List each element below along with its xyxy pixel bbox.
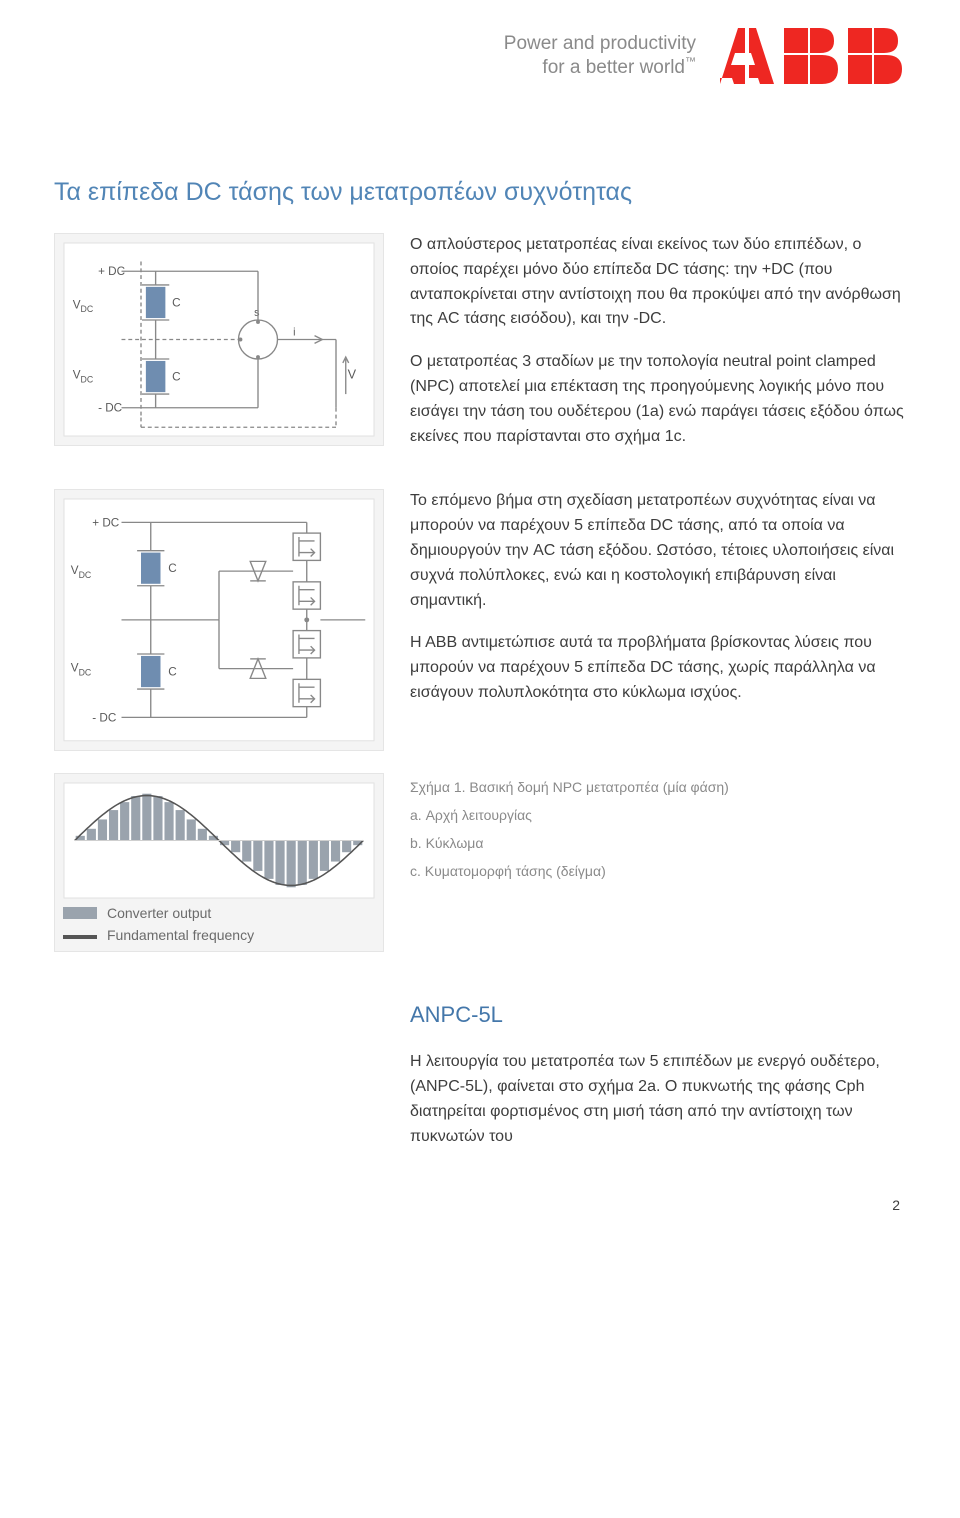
- svg-text:- DC: - DC: [98, 402, 122, 415]
- tagline-tm: ™: [685, 56, 696, 68]
- text-col-2: Το επόμενο βήμα στη σχεδίαση μετατροπέων…: [410, 489, 906, 723]
- caption-title: Σχήμα 1. Βασική δομή NPC μετατροπέα (μία…: [410, 773, 906, 801]
- legend-converter: Converter output: [63, 905, 375, 921]
- svg-text:V: V: [71, 564, 79, 577]
- page-number: 2: [892, 1197, 900, 1213]
- abb-logo: [716, 24, 906, 88]
- block-2: + DC- DCVDCVDCCC Το επόμενο βήμα στη σχε…: [54, 489, 906, 751]
- block-3: Converter output Fundamental frequency Σ…: [54, 773, 906, 952]
- para-1: Ο απλούστερος μετατροπέας είναι εκείνος …: [410, 233, 906, 332]
- para-3: Το επόμενο βήμα στη σχεδίαση μετατροπέων…: [410, 489, 906, 613]
- legend-swatch-converter: [63, 907, 97, 919]
- caption-a: a. Αρχή λειτουργίας: [410, 801, 906, 829]
- svg-text:DC: DC: [79, 570, 92, 580]
- para-4: Η ΑΒΒ αντιμετώπισε αυτά τα προβλήματα βρ…: [410, 631, 906, 705]
- tagline-line2: for a better world: [542, 57, 685, 78]
- legend-label-converter: Converter output: [107, 905, 211, 921]
- svg-text:+ DC: + DC: [92, 517, 119, 530]
- para-2: Ο μετατροπέας 3 σταδίων με την τοπολογία…: [410, 350, 906, 449]
- svg-text:C: C: [172, 370, 180, 383]
- svg-text:V: V: [71, 662, 79, 675]
- figure-1c: Converter output Fundamental frequency: [54, 773, 384, 952]
- figure-1a: + DC- DCVDCVDCCCsiV: [54, 233, 384, 446]
- legend-swatch-fundamental: [63, 935, 97, 939]
- caption-block: Σχήμα 1. Βασική δομή NPC μετατροπέα (μία…: [410, 773, 906, 885]
- tagline: Power and productivity for a better worl…: [504, 32, 696, 80]
- svg-text:C: C: [172, 296, 180, 309]
- page-header: Power and productivity for a better worl…: [54, 24, 906, 88]
- legend-fundamental: Fundamental frequency: [63, 927, 375, 943]
- svg-text:V: V: [348, 368, 357, 382]
- legend-label-fundamental: Fundamental frequency: [107, 927, 254, 943]
- svg-text:i: i: [293, 327, 295, 339]
- svg-text:C: C: [168, 562, 176, 575]
- svg-text:DC: DC: [79, 668, 92, 678]
- svg-text:DC: DC: [81, 304, 94, 314]
- svg-text:DC: DC: [81, 374, 94, 384]
- svg-text:+ DC: + DC: [98, 265, 125, 278]
- caption-c: c. Κυματομορφή τάσης (δείγμα): [410, 857, 906, 885]
- svg-text:C: C: [168, 666, 176, 679]
- caption-b: b. Κύκλωμα: [410, 829, 906, 857]
- text-col-3: ANPC-5L Η λειτουργία του μετατροπέα των …: [410, 974, 906, 1167]
- svg-text:- DC: - DC: [92, 712, 116, 725]
- page-title: Τα επίπεδα DC τάσης των μετατροπέων συχν…: [54, 178, 906, 207]
- block-4: ANPC-5L Η λειτουργία του μετατροπέα των …: [54, 974, 906, 1167]
- para-5: Η λειτουργία του μετατροπέα των 5 επιπέδ…: [410, 1050, 906, 1149]
- svg-text:V: V: [73, 298, 81, 311]
- figure-1b: + DC- DCVDCVDCCC: [54, 489, 384, 751]
- tagline-line1: Power and productivity: [504, 33, 696, 54]
- section-anpc5l: ANPC-5L: [410, 998, 906, 1032]
- text-col-1: Ο απλούστερος μετατροπέας είναι εκείνος …: [410, 233, 906, 467]
- block-1: + DC- DCVDCVDCCCsiV Ο απλούστερος μετατρ…: [54, 233, 906, 467]
- svg-text:V: V: [73, 369, 81, 382]
